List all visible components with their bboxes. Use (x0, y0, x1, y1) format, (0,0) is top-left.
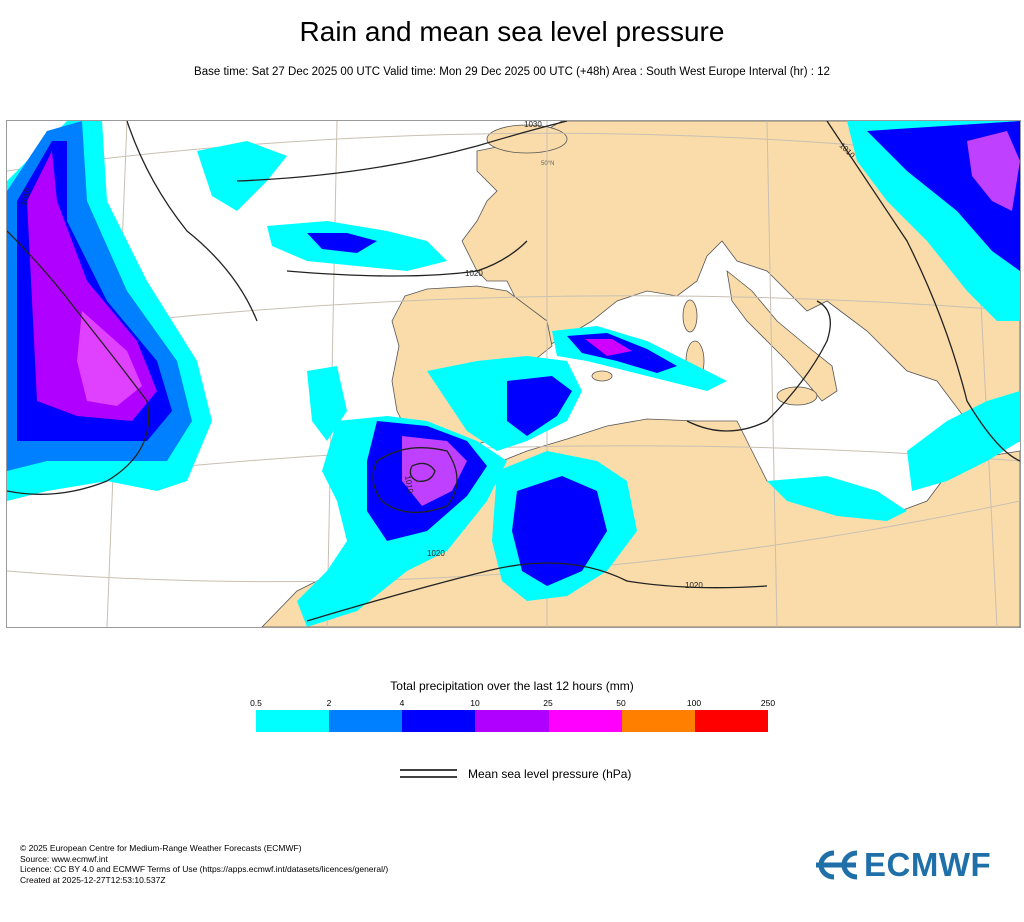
precip-cyan-libya (767, 476, 907, 521)
isobar-label: 1020 (465, 269, 483, 278)
legend-tick: 100 (686, 698, 702, 708)
colorbar-swatch (329, 710, 403, 732)
legend-tick: 10 (470, 698, 480, 708)
colorbar-swatch (256, 710, 330, 732)
isobar-layer (7, 121, 1020, 622)
gridline-label: 50°N (541, 161, 554, 167)
precip-blue-north-africa (512, 476, 607, 586)
footer-source: Source: www.ecmwf.int (20, 853, 108, 864)
isobar-east (826, 121, 1020, 462)
legend-tick: 2 (326, 698, 332, 708)
pressure-legend-line-icon (400, 769, 457, 778)
precip-purple-balkans (967, 131, 1020, 211)
isobar-label: 1010 (20, 187, 32, 207)
legend-title: Total precipitation over the last 12 hou… (390, 679, 634, 693)
precip-magenta-gulf-lion (585, 339, 632, 356)
isobar-1020-west (126, 121, 258, 322)
ecmwf-logo[interactable]: ECMWF (812, 846, 991, 884)
precip-cyan-nw-atlantic (197, 141, 287, 211)
precip-cyan-sw-atlantic (307, 366, 347, 441)
map-canvas: 1030 1020 1010 1020 1020 1010 1010 50°N (7, 121, 1020, 627)
legend-tick: 250 (760, 698, 776, 708)
isobar-med (686, 300, 831, 432)
chart-subtitle: Base time: Sat 27 Dec 2025 00 UTC Valid … (194, 66, 830, 78)
map-panel[interactable]: 1030 1020 1010 1020 1020 1010 1010 50°N (6, 120, 1021, 628)
legend-tick: 4 (399, 698, 405, 708)
sicily-land (776, 386, 818, 406)
precipitation-layer (7, 121, 1020, 627)
italy-land (726, 270, 838, 402)
legend-tick: 25 (543, 698, 553, 708)
isobar-label: 1010 (403, 475, 415, 495)
corsica-land (682, 299, 698, 333)
isobar-1010-iberia (372, 447, 458, 514)
precip-magenta-atlantic (77, 311, 142, 406)
footer: © 2025 European Centre for Medium-Range … (20, 843, 388, 885)
precipitation-colorbar (256, 710, 768, 732)
isobar-1030 (236, 121, 568, 182)
pressure-legend-label: Mean sea level pressure (hPa) (468, 767, 632, 781)
colorbar-swatch (402, 710, 476, 732)
ecmwf-logo-icon (816, 850, 858, 880)
colorbar-swatch (548, 710, 622, 732)
precip-cyan-east-med (907, 391, 1020, 491)
ecmwf-logo-text: ECMWF (864, 846, 992, 883)
footer-created: Created at 2025-12-27T12:53:10.537Z (20, 874, 166, 885)
legend-tick: 50 (616, 698, 626, 708)
isobar-low-center (409, 462, 436, 482)
isobar-label: 1030 (524, 121, 542, 129)
isobar-label: 1020 (685, 581, 703, 590)
colorbar-swatch (694, 710, 768, 732)
isobar-1020-north (286, 240, 528, 277)
legend-tick: 0.5 (250, 698, 262, 708)
footer-copyright: © 2025 European Centre for Medium-Range … (20, 843, 302, 853)
isobar-1020-south (306, 562, 768, 622)
balearic-land (591, 370, 613, 382)
colorbar-swatch (475, 710, 549, 732)
precip-blue-east-spain (507, 376, 572, 436)
precip-blue-north-atlantic (307, 233, 377, 253)
chart-title: Rain and mean sea level pressure (299, 16, 725, 47)
colorbar-swatch (621, 710, 695, 732)
isobar-label: 1020 (427, 549, 445, 558)
footer-licence: Licence: CC BY 4.0 and ECMWF Terms of Us… (20, 864, 389, 874)
isobar-1010-atlantic (7, 230, 150, 495)
